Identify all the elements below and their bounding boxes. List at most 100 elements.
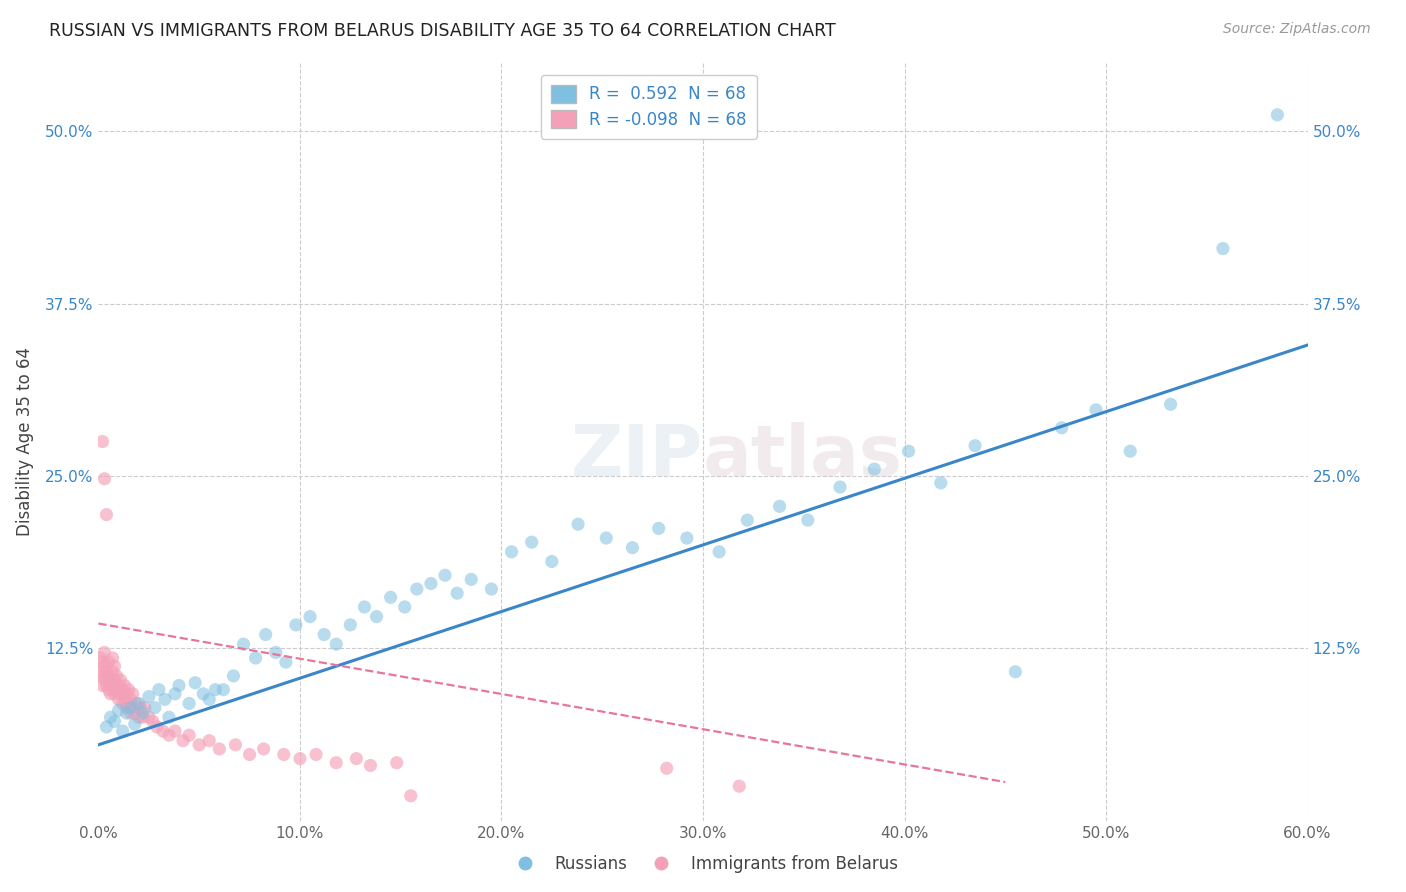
Legend: R =  0.592  N = 68, R = -0.098  N = 68: R = 0.592 N = 68, R = -0.098 N = 68 <box>541 75 756 138</box>
Immigrants from Belarus <box>118 682 141 697</box>
Immigrants from Belarus <box>115 687 138 701</box>
Russians <box>707 545 730 559</box>
Immigrants from Belarus <box>208 742 231 756</box>
Russians <box>520 535 543 549</box>
Immigrants from Belarus <box>360 758 382 772</box>
Immigrants from Belarus <box>163 724 186 739</box>
Russians <box>132 706 155 720</box>
Russians <box>100 710 122 724</box>
Russians <box>115 706 138 720</box>
Immigrants from Belarus <box>96 508 118 522</box>
Russians <box>245 651 267 665</box>
Immigrants from Belarus <box>188 738 211 752</box>
Russians <box>897 444 920 458</box>
Russians <box>965 439 987 453</box>
Immigrants from Belarus <box>89 665 111 679</box>
Russians <box>567 517 589 532</box>
Immigrants from Belarus <box>96 665 118 679</box>
Immigrants from Belarus <box>96 679 118 693</box>
Russians <box>148 682 170 697</box>
Russians <box>339 618 361 632</box>
Russians <box>274 655 297 669</box>
Immigrants from Belarus <box>121 700 143 714</box>
Russians <box>264 645 287 659</box>
Russians <box>366 609 388 624</box>
Russians <box>405 582 427 596</box>
Y-axis label: Disability Age 35 to 64: Disability Age 35 to 64 <box>15 347 34 536</box>
Russians <box>676 531 699 545</box>
Immigrants from Belarus <box>111 682 134 697</box>
Immigrants from Belarus <box>100 687 122 701</box>
Immigrants from Belarus <box>728 779 751 793</box>
Russians <box>647 521 669 535</box>
Russians <box>128 697 150 711</box>
Immigrants from Belarus <box>91 434 114 449</box>
Immigrants from Belarus <box>105 682 128 697</box>
Russians <box>184 675 207 690</box>
Russians <box>481 582 503 596</box>
Immigrants from Belarus <box>344 751 367 765</box>
Immigrants from Belarus <box>114 679 136 693</box>
Russians <box>501 545 523 559</box>
Text: RUSSIAN VS IMMIGRANTS FROM BELARUS DISABILITY AGE 35 TO 64 CORRELATION CHART: RUSSIAN VS IMMIGRANTS FROM BELARUS DISAB… <box>49 22 837 40</box>
Russians <box>929 475 952 490</box>
Russians <box>380 591 402 605</box>
Immigrants from Belarus <box>93 645 115 659</box>
Immigrants from Belarus <box>128 710 150 724</box>
Russians <box>1119 444 1142 458</box>
Russians <box>120 700 142 714</box>
Russians <box>394 599 416 614</box>
Immigrants from Belarus <box>655 761 678 775</box>
Immigrants from Belarus <box>138 710 160 724</box>
Immigrants from Belarus <box>101 665 124 679</box>
Immigrants from Belarus <box>273 747 295 762</box>
Russians <box>460 573 482 587</box>
Immigrants from Belarus <box>124 706 146 720</box>
Russians <box>107 703 129 717</box>
Immigrants from Belarus <box>132 710 155 724</box>
Russians <box>768 500 790 514</box>
Immigrants from Belarus <box>325 756 347 770</box>
Immigrants from Belarus <box>239 747 262 762</box>
Immigrants from Belarus <box>146 720 169 734</box>
Russians <box>1160 397 1182 411</box>
Immigrants from Belarus <box>101 651 124 665</box>
Immigrants from Belarus <box>129 700 152 714</box>
Russians <box>212 682 235 697</box>
Immigrants from Belarus <box>97 655 120 669</box>
Russians <box>621 541 644 555</box>
Immigrants from Belarus <box>120 706 142 720</box>
Russians <box>420 576 443 591</box>
Immigrants from Belarus <box>134 700 156 714</box>
Immigrants from Belarus <box>103 687 125 701</box>
Immigrants from Belarus <box>125 697 148 711</box>
Immigrants from Belarus <box>305 747 328 762</box>
Immigrants from Belarus <box>142 714 165 729</box>
Immigrants from Belarus <box>89 651 111 665</box>
Russians <box>863 462 886 476</box>
Immigrants from Belarus <box>91 669 114 683</box>
Russians <box>434 568 457 582</box>
Text: ZIP: ZIP <box>571 422 703 491</box>
Russians <box>1050 421 1073 435</box>
Text: Source: ZipAtlas.com: Source: ZipAtlas.com <box>1223 22 1371 37</box>
Immigrants from Belarus <box>224 738 246 752</box>
Immigrants from Belarus <box>198 733 221 747</box>
Immigrants from Belarus <box>110 673 132 687</box>
Immigrants from Belarus <box>157 728 180 742</box>
Immigrants from Belarus <box>111 697 134 711</box>
Immigrants from Belarus <box>120 692 142 706</box>
Immigrants from Belarus <box>399 789 422 803</box>
Immigrants from Belarus <box>118 697 141 711</box>
Immigrants from Belarus <box>107 692 129 706</box>
Immigrants from Belarus <box>101 679 124 693</box>
Immigrants from Belarus <box>103 673 125 687</box>
Russians <box>153 692 176 706</box>
Russians <box>1267 108 1289 122</box>
Immigrants from Belarus <box>93 472 115 486</box>
Immigrants from Belarus <box>385 756 408 770</box>
Immigrants from Belarus <box>93 659 115 673</box>
Immigrants from Belarus <box>121 687 143 701</box>
Russians <box>1212 242 1234 256</box>
Immigrants from Belarus <box>110 687 132 701</box>
